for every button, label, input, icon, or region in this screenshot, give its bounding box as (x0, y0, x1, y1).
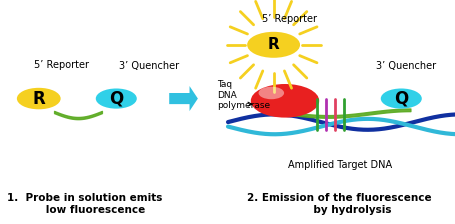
Text: Q: Q (393, 90, 408, 108)
Circle shape (96, 88, 136, 109)
Text: R: R (32, 90, 45, 108)
Circle shape (247, 32, 299, 58)
Text: 5’ Reporter: 5’ Reporter (262, 15, 316, 24)
Text: 1.  Probe in solution emits
      low fluorescence: 1. Probe in solution emits low fluoresce… (7, 194, 162, 215)
Circle shape (17, 88, 61, 109)
Text: Taq
DNA
polymerase: Taq DNA polymerase (217, 80, 270, 110)
Text: Q: Q (109, 90, 123, 108)
Text: R: R (267, 37, 279, 52)
Circle shape (250, 84, 318, 118)
Text: Amplified Target DNA: Amplified Target DNA (287, 160, 391, 170)
Text: 3’ Quencher: 3’ Quencher (375, 61, 435, 71)
Circle shape (258, 87, 283, 99)
Text: 2. Emission of the fluorescence
       by hydrolysis: 2. Emission of the fluorescence by hydro… (247, 194, 431, 215)
Circle shape (380, 88, 421, 109)
Text: 3’ Quencher: 3’ Quencher (118, 61, 178, 71)
Text: 5’ Reporter: 5’ Reporter (34, 60, 89, 70)
